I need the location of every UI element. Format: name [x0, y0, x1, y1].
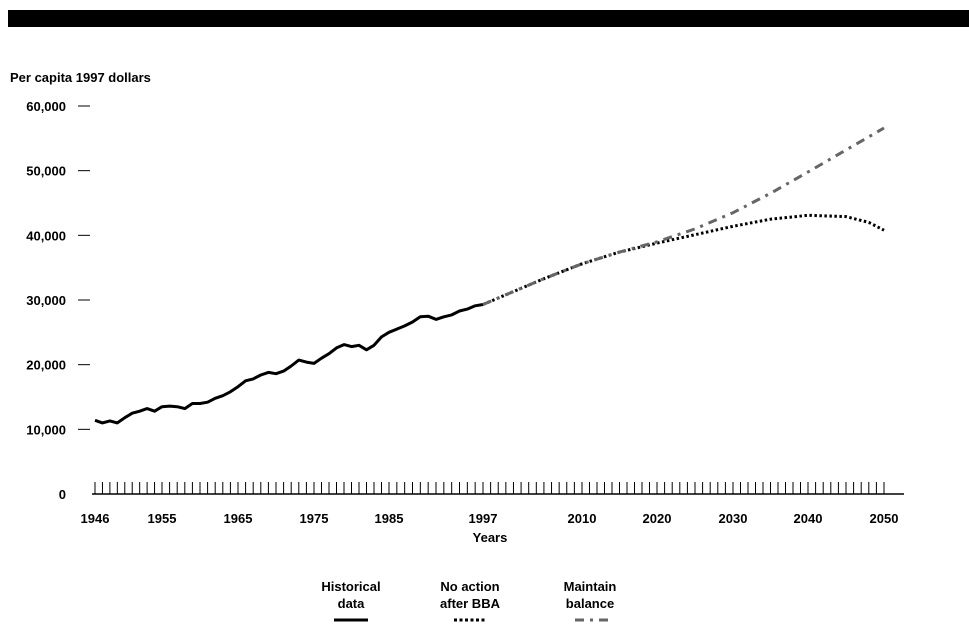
legend-label-maintain-balance: Maintain balance	[545, 578, 635, 612]
x-tick-label: 1965	[224, 511, 253, 526]
x-tick-label: 1955	[148, 511, 177, 526]
series-line-no-action-after-bba	[483, 215, 884, 304]
x-tick-label: 2010	[568, 511, 597, 526]
x-tick-label: 2020	[643, 511, 672, 526]
x-tick-label: 2030	[719, 511, 748, 526]
legend-label-no-action: No action after BBA	[420, 578, 520, 612]
y-tick-label: 10,000	[26, 422, 66, 437]
y-tick-label: 40,000	[26, 228, 66, 243]
chart-series	[95, 128, 884, 423]
y-tick-label: 30,000	[26, 293, 66, 308]
legend-item-maintain-balance: Maintain balance	[545, 578, 635, 629]
x-tick-label: 1946	[81, 511, 110, 526]
series-line-maintain-balance	[483, 128, 884, 305]
x-axis-label: Years	[473, 530, 508, 545]
legend-swatch-dash-dot	[545, 615, 635, 625]
x-tick-label: 1997	[469, 511, 498, 526]
y-tick-label: 0	[59, 487, 66, 502]
x-tick-label: 1975	[300, 511, 329, 526]
y-tick-label: 60,000	[26, 99, 66, 114]
legend-swatch-dotted	[420, 615, 520, 625]
legend-item-historical: Historical data	[306, 578, 396, 629]
chart-axes: 1946 1955 1965 1975 1985 1997 2010 2020 2030 2040…	[26, 99, 904, 526]
legend-swatch-solid	[306, 615, 396, 625]
series-line-historical-data	[95, 305, 483, 423]
legend-label-historical: Historical data	[306, 578, 396, 612]
y-tick-label: 20,000	[26, 358, 66, 373]
x-tick-label: 1985	[375, 511, 404, 526]
y-tick-label: 50,000	[26, 164, 66, 179]
legend-item-no-action: No action after BBA	[420, 578, 520, 629]
x-tick-label: 2050	[870, 511, 899, 526]
x-tick-label: 2040	[794, 511, 823, 526]
